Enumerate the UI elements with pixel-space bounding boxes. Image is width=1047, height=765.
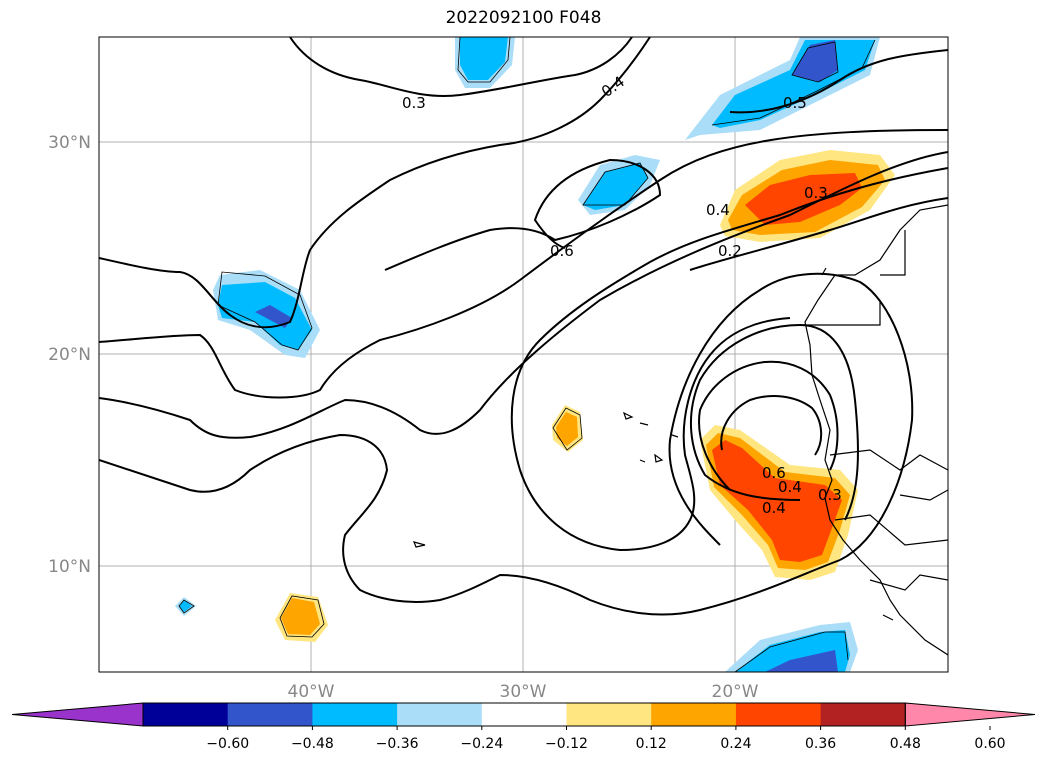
lat-label-10n: 10°N [48,557,91,577]
colorbar-segment [397,703,483,726]
contour-label: 0.4 [706,201,730,219]
contour-label: 0.5 [783,94,807,112]
colorbar-tick-label: 0.36 [805,736,836,752]
axis-labels: 30°N 20°N 10°N 40°W 30°W 20°W [48,133,759,702]
lon-label-40w: 40°W [288,682,335,702]
contour-label: 0.6 [762,464,786,482]
contour-label: 0.3 [402,94,426,112]
contour-lines [99,37,948,616]
colorbar-segment [481,703,567,726]
contour-label: 0.3 [804,184,828,202]
colorbar-tick-label: −0.12 [545,736,588,752]
colorbar-extend-low [11,702,144,727]
colorbar-tick-label: −0.36 [376,736,419,752]
colorbar-tick-label: −0.24 [460,736,503,752]
map-frame [98,36,949,673]
contour-label: 0.2 [718,242,742,260]
map-area: 0.3 0.4 0.5 0.6 0.4 0.3 0.2 0.6 0.4 0.4 … [99,37,948,672]
colorbar: −0.60 −0.48 −0.36 −0.24 −0.12 0.12 0.24 0.36 0.4… [11,702,1036,752]
colorbar-segment [651,703,737,726]
lat-label-30n: 30°N [48,133,91,153]
contour-label: 0.4 [778,478,802,496]
contour-label: 0.3 [818,486,842,504]
coastline [412,204,948,656]
colorbar-segment [820,703,906,726]
contour-labels: 0.3 0.4 0.5 0.6 0.4 0.3 0.2 0.6 0.4 0.4 … [402,72,842,517]
colorbar-tick-label: 0.60 [974,736,1005,752]
colorbar-extend-high [904,702,1036,727]
colorbar-tick-label: 0.48 [890,736,921,752]
lat-label-20n: 20°N [48,345,91,365]
colorbar-segment [143,703,229,726]
colorbar-tick-label: 0.12 [636,736,667,752]
contour-label: 0.6 [550,242,574,260]
colorbar-segment [312,703,398,726]
map-title: 2022092100 F048 [445,8,602,28]
colorbar-tick-label: −0.48 [291,736,334,752]
colorbar-segment [735,703,822,726]
contour-label: 0.4 [762,499,786,517]
colorbar-frame [142,702,906,727]
lon-label-30w: 30°W [500,682,547,702]
shaded-anomalies [175,37,895,672]
shading-outlines [178,37,876,672]
colorbar-tick-label: 0.24 [720,736,751,752]
lon-label-20w: 20°W [712,682,759,702]
colorbar-segment [227,703,313,726]
colorbar-tick-label: −0.60 [206,736,249,752]
colorbar-segment [566,703,652,726]
